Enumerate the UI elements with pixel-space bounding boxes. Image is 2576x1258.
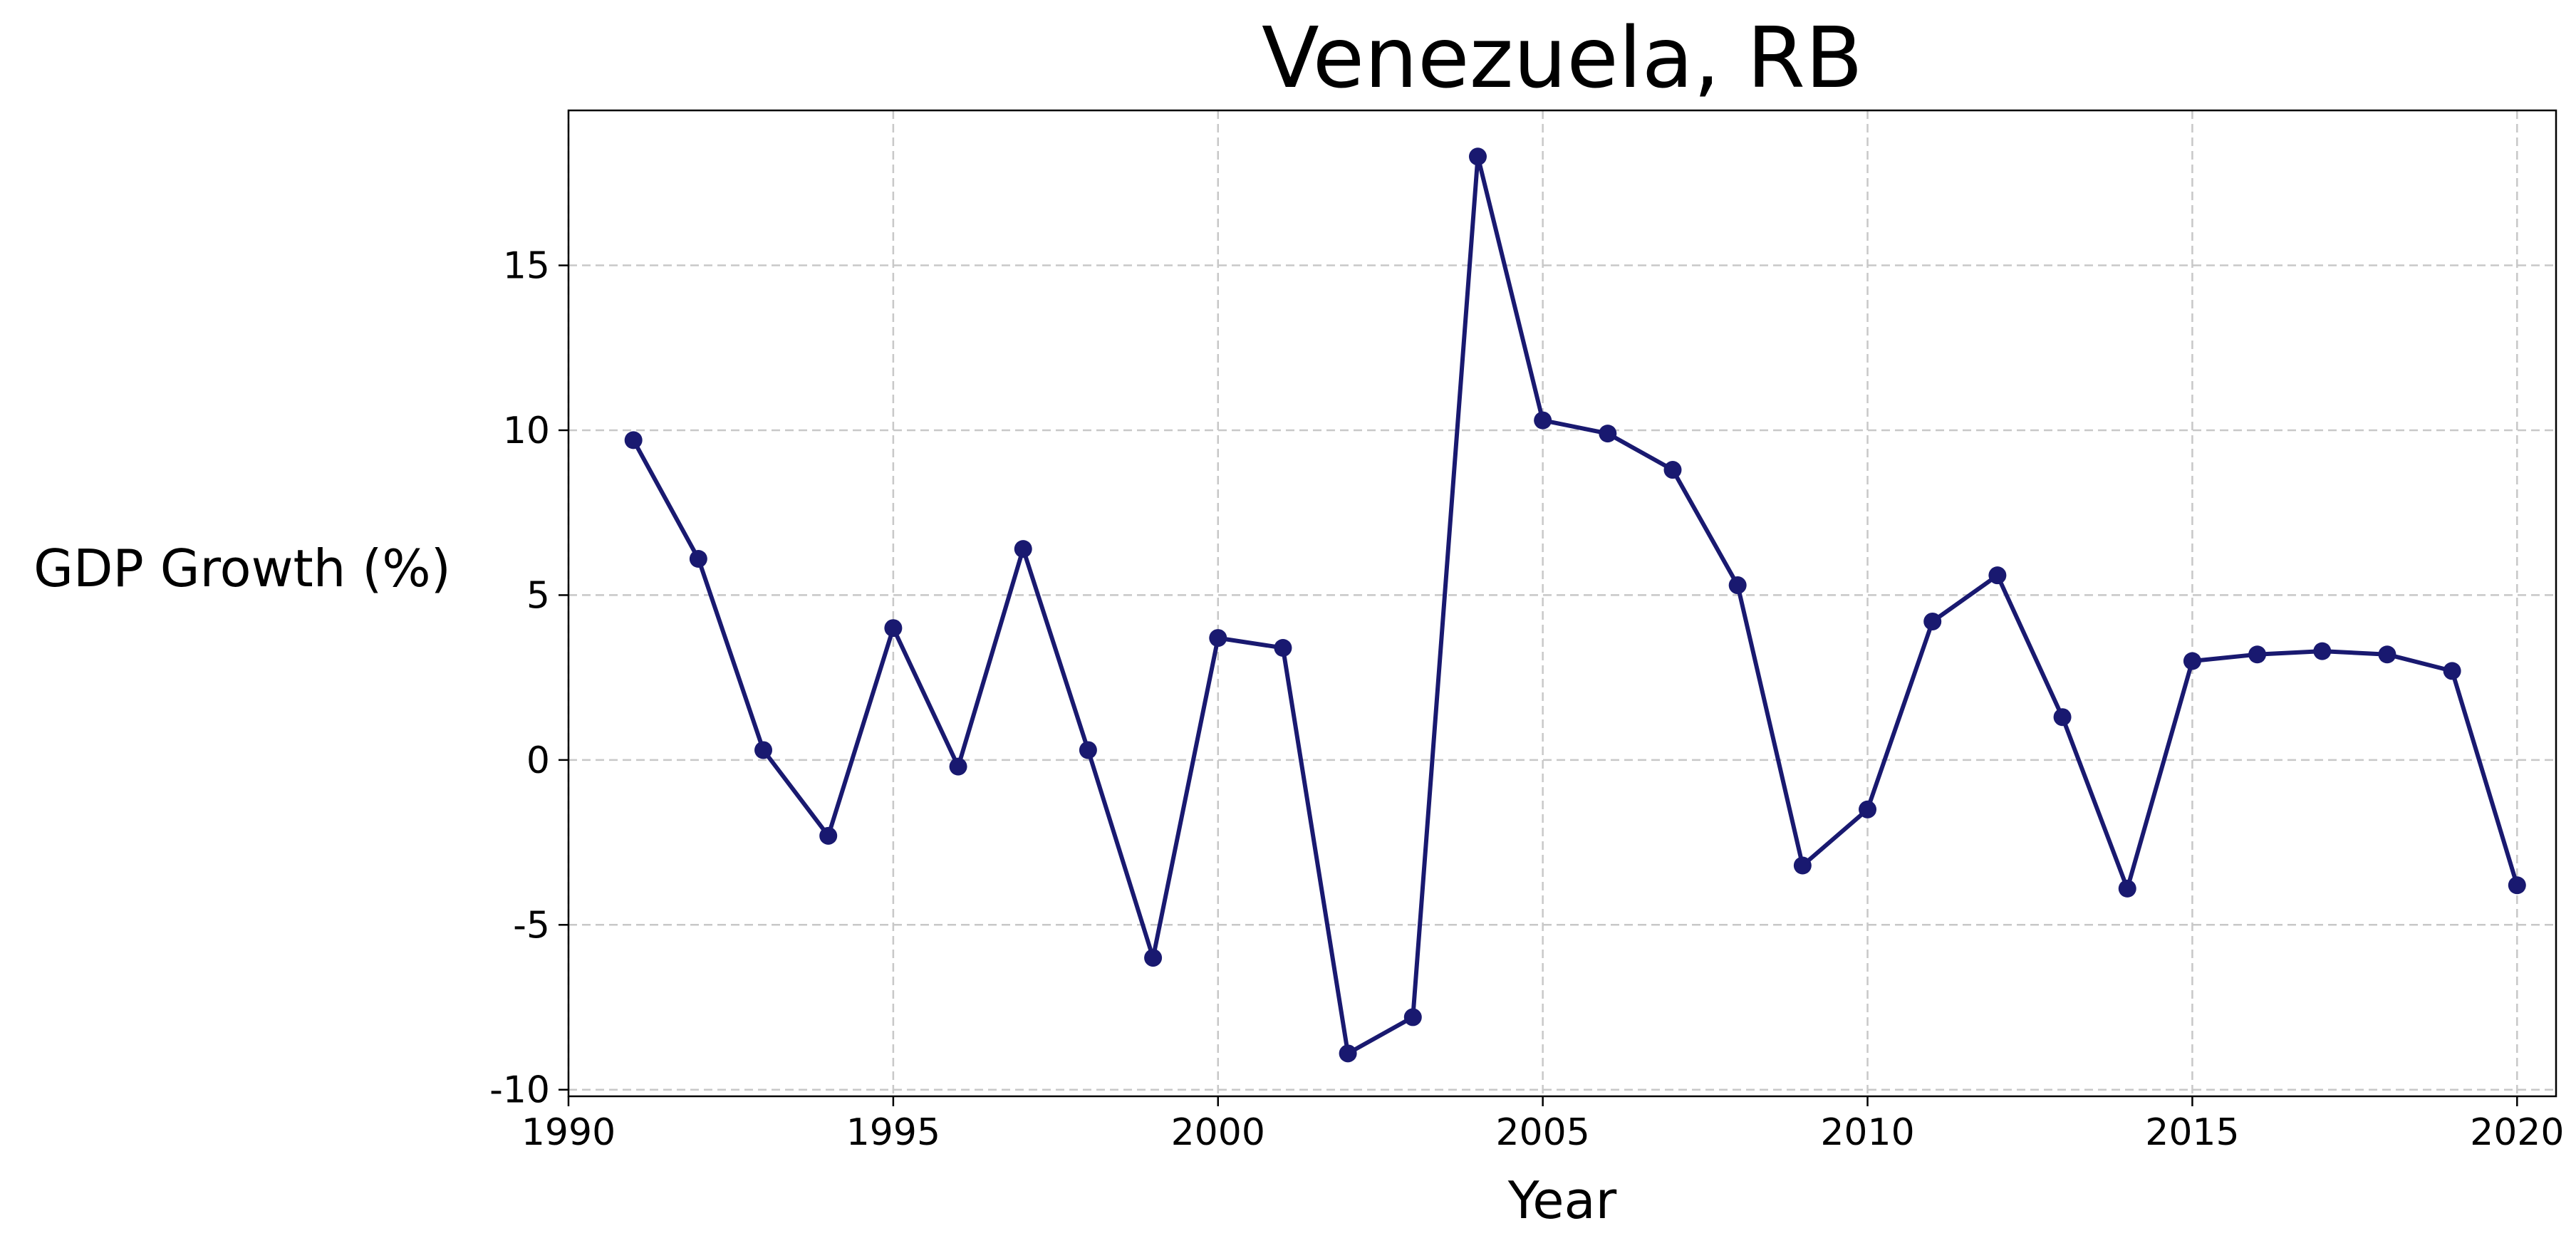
- data-point-2009: [1793, 856, 1812, 875]
- data-point-1995: [884, 619, 903, 638]
- data-point-2015: [2183, 652, 2201, 670]
- y-tick-label: 0: [526, 739, 550, 782]
- data-point-1996: [949, 757, 967, 776]
- x-axis-ticks: 1990 1995 2000 2005 2010 2015 2020: [521, 1096, 2564, 1154]
- x-tick-label: 1995: [846, 1111, 940, 1154]
- x-tick-label: 2005: [1495, 1111, 1589, 1154]
- data-point-2007: [1663, 461, 1682, 479]
- data-point-2010: [1859, 800, 1877, 818]
- data-point-2019: [2443, 662, 2461, 680]
- data-point-1991: [624, 431, 643, 449]
- data-point-2000: [1209, 629, 1227, 648]
- data-point-2020: [2508, 876, 2526, 895]
- data-point-2011: [1923, 612, 1942, 630]
- data-point-2016: [2248, 645, 2267, 664]
- data-point-2006: [1599, 425, 1617, 443]
- data-point-1999: [1144, 949, 1163, 967]
- y-tick-label: 15: [503, 245, 550, 288]
- plot-area-frame: [567, 109, 2557, 1098]
- grid-lines: [567, 110, 2556, 1096]
- data-point-2017: [2313, 642, 2332, 660]
- y-tick-label: 10: [503, 410, 550, 452]
- data-point-2012: [1988, 566, 2007, 585]
- data-point-2005: [1534, 411, 1552, 430]
- series-layer: [624, 147, 2526, 1063]
- x-axis-title: Year: [1507, 1170, 1617, 1230]
- y-tick-label: 5: [526, 574, 550, 617]
- data-point-1994: [819, 826, 838, 845]
- x-tick-label: 2000: [1171, 1111, 1265, 1154]
- data-point-2018: [2378, 645, 2396, 664]
- y-axis-ticks: -10 -5 0 5 10 15: [489, 245, 568, 1112]
- data-point-1998: [1079, 741, 1097, 759]
- x-tick-label: 2015: [2145, 1111, 2239, 1154]
- data-point-2013: [2053, 708, 2072, 727]
- data-point-2004: [1468, 147, 1487, 166]
- x-tick-label: 2020: [2470, 1111, 2564, 1154]
- gdp-growth-line: [631, 154, 2520, 1056]
- data-point-2002: [1339, 1044, 1357, 1063]
- y-axis-title: GDP Growth (%): [33, 539, 451, 598]
- data-point-1992: [689, 550, 707, 568]
- x-tick-label: 1990: [521, 1111, 616, 1154]
- y-tick-label: -10: [489, 1069, 550, 1112]
- data-point-1997: [1014, 540, 1032, 558]
- data-point-2001: [1274, 638, 1292, 657]
- data-point-2014: [2118, 879, 2136, 898]
- x-tick-label: 2010: [1820, 1111, 1914, 1154]
- chart-title: Venezuela, RB: [1262, 9, 1863, 107]
- data-point-2008: [1728, 576, 1747, 595]
- data-point-2003: [1403, 1008, 1422, 1026]
- y-tick-label: -5: [513, 904, 550, 947]
- data-point-1993: [754, 741, 773, 759]
